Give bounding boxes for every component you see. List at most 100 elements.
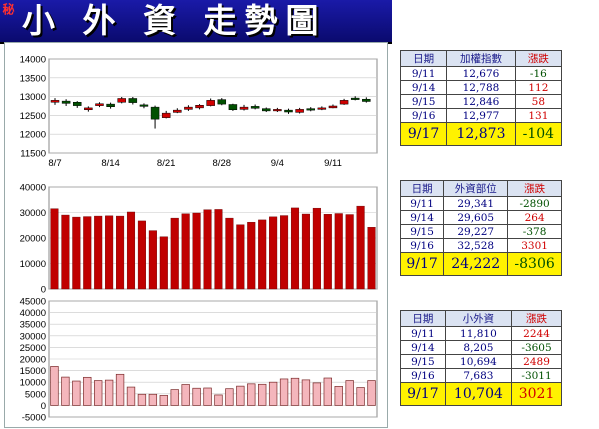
y-tick-label: 25000 [20, 343, 46, 354]
bar [192, 387, 201, 406]
row-date: 9/14 [400, 340, 446, 355]
summary-value: 12,873 [446, 122, 516, 146]
row-value: 12,846 [446, 94, 516, 109]
candle-body [362, 98, 371, 102]
table-header-row: 日期 加權指數 漲跌 [399, 50, 563, 67]
bar [159, 395, 168, 406]
x-tick-label: 8/28 [213, 158, 232, 169]
summary-row: 9/17 10,704 3021 [400, 382, 562, 406]
bar [72, 216, 81, 290]
y-tick-label: 20000 [20, 355, 46, 366]
x-tick-label: 8/14 [101, 158, 120, 169]
row-change: -16 [514, 66, 563, 81]
bar [148, 230, 157, 290]
table-header-row: 日期 外資部位 漲跌 [399, 180, 562, 197]
candle-body [328, 105, 338, 109]
bar [290, 377, 300, 406]
row-change: -3011 [511, 368, 562, 383]
change-header: 漲跌 [507, 180, 562, 197]
table-header-row: 日期 小外資 漲跌 [400, 310, 562, 327]
row-value: 29,227 [443, 224, 509, 239]
bar [345, 214, 354, 290]
candle-body [139, 104, 149, 107]
bar [203, 209, 212, 290]
bar [236, 224, 245, 290]
bar [94, 380, 103, 406]
bar [214, 394, 223, 406]
y-tick-label: 13500 [20, 73, 46, 84]
value-header: 加權指數 [446, 50, 516, 67]
bar [126, 211, 136, 290]
y-tick-label: 35000 [20, 320, 46, 331]
candle-body [128, 98, 138, 103]
y-tick-label: 12000 [20, 130, 46, 141]
row-value: 29,341 [443, 196, 509, 211]
table-row: 9/15 29,227 -378 [399, 224, 562, 239]
foreign-position-table: 日期 外資部位 漲跌 9/11 29,341 -2890 9/14 29,605 264 9/15… [399, 180, 562, 276]
summary-value: 10,704 [444, 382, 513, 406]
row-date: 9/14 [399, 210, 445, 225]
row-date: 9/16 [399, 108, 448, 123]
table-row: 9/16 12,977 131 [399, 108, 563, 123]
bar [50, 208, 59, 290]
bar [61, 214, 70, 290]
bar [258, 383, 267, 406]
y-tick-label: 13000 [20, 92, 46, 103]
y-tick-label: 11500 [20, 149, 46, 160]
bar [301, 213, 310, 290]
row-value: 8,205 [444, 340, 513, 355]
bar [323, 214, 332, 290]
table-row: 9/15 10,694 2489 [400, 354, 562, 369]
bar [72, 380, 81, 406]
summary-date: 9/17 [399, 252, 445, 276]
candle-body [317, 107, 327, 110]
bar [225, 388, 234, 406]
summary-row: 9/17 12,873 -104 [399, 122, 563, 146]
candle-body [306, 108, 315, 111]
summary-change: 3021 [511, 382, 562, 406]
table-row: 9/11 12,676 -16 [399, 66, 563, 81]
bar [170, 217, 179, 290]
bar [236, 385, 245, 406]
y-tick-label: 10000 [20, 378, 46, 389]
change-header: 漲跌 [511, 310, 562, 327]
row-date: 9/11 [400, 326, 446, 341]
page-title: 小 外 資 走勢圖 [22, 1, 327, 40]
y-tick-label: 14000 [20, 55, 46, 66]
row-value: 12,788 [446, 80, 516, 95]
bar [50, 366, 59, 406]
bar [334, 213, 343, 290]
row-change: 58 [514, 94, 563, 109]
bar [214, 209, 223, 290]
candle-body [206, 100, 215, 106]
row-date: 9/11 [399, 66, 448, 81]
candle-body [350, 97, 360, 100]
bar [258, 219, 267, 290]
y-tick-label: 20000 [20, 234, 46, 245]
bar [290, 207, 300, 290]
table-row: 9/15 12,846 58 [399, 94, 563, 109]
row-date: 9/15 [400, 354, 446, 369]
summary-date: 9/17 [400, 382, 446, 406]
row-date: 9/16 [400, 368, 446, 383]
bar [115, 373, 125, 406]
candle-body [150, 106, 160, 120]
candle-body [173, 109, 182, 113]
bar [268, 381, 278, 406]
summary-value: 24,222 [443, 252, 509, 276]
bar [148, 393, 158, 406]
row-value: 12,676 [446, 66, 516, 81]
candle-body [239, 106, 249, 110]
row-change: 3301 [507, 238, 562, 253]
date-header: 日期 [399, 50, 448, 67]
bar [181, 384, 190, 406]
index-table: 日期 加權指數 漲跌 9/11 12,676 -16 9/14 12,788 112 9/15 12… [399, 50, 563, 146]
bar [269, 216, 278, 290]
bar [367, 227, 376, 290]
bar [356, 387, 365, 406]
bar [159, 236, 168, 290]
candle-body [117, 98, 126, 103]
bar [137, 393, 147, 406]
row-date: 9/15 [399, 224, 445, 239]
y-tick-label: 30000 [20, 331, 46, 342]
